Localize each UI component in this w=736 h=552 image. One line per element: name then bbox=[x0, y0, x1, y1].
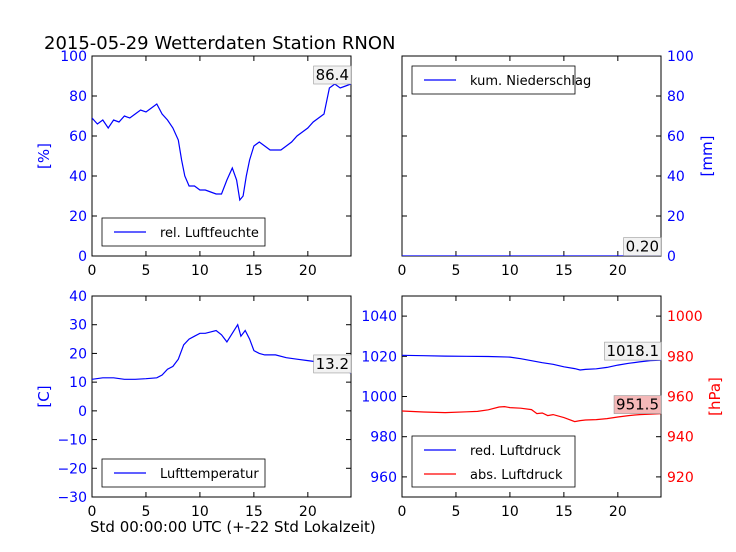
annotation-box bbox=[604, 341, 662, 361]
x-tick-label: 15 bbox=[245, 504, 263, 520]
legend-label: Lufttemperatur bbox=[160, 467, 259, 482]
legend-box bbox=[411, 435, 576, 488]
figure-title: 2015-05-29 Wetterdaten Station RNON bbox=[44, 33, 395, 54]
y-tick-label: 100 bbox=[667, 49, 694, 65]
y-tick-label: 980 bbox=[667, 349, 694, 365]
annotation-box bbox=[313, 354, 352, 374]
value-annotation: 951.5 bbox=[613, 395, 662, 414]
y-tick-label: 30 bbox=[69, 318, 87, 334]
y-tick-label: 960 bbox=[667, 390, 694, 406]
y-tick-label: 1000 bbox=[361, 390, 397, 406]
y-tick-label: 920 bbox=[667, 470, 694, 486]
x-tick-label: 20 bbox=[609, 504, 627, 520]
legend-label: red. Luftdruck bbox=[470, 444, 561, 459]
x-tick-label: 10 bbox=[191, 504, 209, 520]
legend: red. Luftdruck abs. Luftdruck bbox=[411, 435, 576, 488]
y-tick-label: 0 bbox=[78, 404, 87, 420]
series-line-1 bbox=[402, 405, 661, 423]
legend: Lufttemperatur bbox=[101, 458, 266, 488]
y-tick-label: 20 bbox=[69, 346, 87, 362]
y-tick-label: 0 bbox=[667, 249, 676, 265]
y-tick-label: 1000 bbox=[667, 309, 703, 325]
y-tick-label: 60 bbox=[667, 129, 685, 145]
y-tick-label: 40 bbox=[69, 169, 87, 185]
y-tick-label: 960 bbox=[370, 470, 397, 486]
x-tick-label: 10 bbox=[191, 263, 209, 279]
y-tick-label: 10 bbox=[69, 375, 87, 391]
y-tick-label: 100 bbox=[60, 49, 87, 65]
y-tick-label: 80 bbox=[69, 89, 87, 105]
panel-top-right: 0 5 10 15 20 0 20 40 60 80 100 [mm] kum. Niederschla… bbox=[398, 49, 716, 279]
legend: kum. Niederschlag bbox=[411, 65, 591, 95]
annotation-text: 1018.1 bbox=[607, 342, 660, 360]
y-tick-label: 80 bbox=[667, 89, 685, 105]
y-tick-label: 20 bbox=[667, 209, 685, 225]
axes-frame bbox=[91, 295, 352, 498]
y-tick-label: 1040 bbox=[361, 309, 397, 325]
annotation-box bbox=[623, 237, 662, 256]
series-line-0 bbox=[402, 354, 661, 371]
y-tick-label: 20 bbox=[69, 209, 87, 225]
x-tick-label: 15 bbox=[555, 263, 573, 279]
x-tick-label: 0 bbox=[88, 263, 97, 279]
legend-label: kum. Niederschlag bbox=[470, 74, 591, 89]
y-tick-label: −10 bbox=[57, 433, 87, 449]
x-tick-label: 5 bbox=[451, 263, 460, 279]
value-annotation: 13.2 bbox=[313, 354, 352, 374]
y-tick-label: −30 bbox=[57, 490, 87, 506]
x-tick-label: 0 bbox=[398, 263, 407, 279]
value-annotation: 1018.1 bbox=[604, 341, 662, 361]
x-tick-label: 5 bbox=[451, 504, 460, 520]
x-tick-label: 20 bbox=[299, 263, 317, 279]
x-tick-label: 20 bbox=[299, 504, 317, 520]
x-tick-label: 10 bbox=[501, 504, 519, 520]
y-tick-label: −20 bbox=[57, 461, 87, 477]
x-tick-label: 0 bbox=[88, 504, 97, 520]
panel-bottom-left: 0 5 10 15 20 −30 −20 −10 0 10 20 30 40 [C] Lufttempera… bbox=[35, 289, 352, 520]
annotation-text: 86.4 bbox=[316, 66, 349, 84]
x-tick-label: 5 bbox=[141, 504, 150, 520]
panel-top-left: 0 5 10 15 20 0 20 40 60 80 100 [%] rel. Luftfeuchte 8… bbox=[35, 49, 352, 279]
legend-label: rel. Luftfeuchte bbox=[160, 226, 259, 241]
y-tick-label: 40 bbox=[667, 169, 685, 185]
legend-label: abs. Luftdruck bbox=[470, 468, 563, 483]
y-axis-label: [%] bbox=[35, 143, 53, 169]
y-axis-label: [mm] bbox=[698, 136, 716, 177]
y-tick-label: 1020 bbox=[361, 349, 397, 365]
panel-bottom-right: 0 5 10 15 20 960 980 1000 1020 1040 920 940 960 980 10… bbox=[361, 295, 724, 520]
annotation-box bbox=[313, 65, 352, 85]
x-tick-label: 0 bbox=[398, 504, 407, 520]
axes-frame bbox=[91, 55, 352, 257]
y-axis-label-right: [hPa] bbox=[706, 377, 724, 416]
y-tick-label: 940 bbox=[667, 430, 694, 446]
y-tick-label: 980 bbox=[370, 430, 397, 446]
x-tick-label: 15 bbox=[245, 263, 263, 279]
value-annotation: 86.4 bbox=[313, 65, 352, 85]
legend: rel. Luftfeuchte bbox=[101, 217, 266, 247]
annotation-text: 13.2 bbox=[316, 355, 349, 373]
y-axis-label: [C] bbox=[35, 385, 53, 407]
annotation-text: 951.5 bbox=[616, 396, 659, 414]
y-tick-label: 0 bbox=[78, 249, 87, 265]
series-line-0 bbox=[92, 83, 351, 202]
x-tick-label: 5 bbox=[141, 263, 150, 279]
series-line-0 bbox=[92, 323, 351, 380]
y-tick-label: 40 bbox=[69, 289, 87, 305]
x-tick-label: 10 bbox=[501, 263, 519, 279]
x-tick-label: 20 bbox=[609, 263, 627, 279]
annotation-text: 0.20 bbox=[626, 238, 659, 256]
x-tick-label: 15 bbox=[555, 504, 573, 520]
value-annotation: 0.20 bbox=[623, 237, 662, 256]
y-tick-label: 60 bbox=[69, 129, 87, 145]
annotation-box bbox=[613, 395, 662, 414]
x-axis-label: Std 00:00:00 UTC (+-22 Std Lokalzeit) bbox=[90, 518, 376, 536]
